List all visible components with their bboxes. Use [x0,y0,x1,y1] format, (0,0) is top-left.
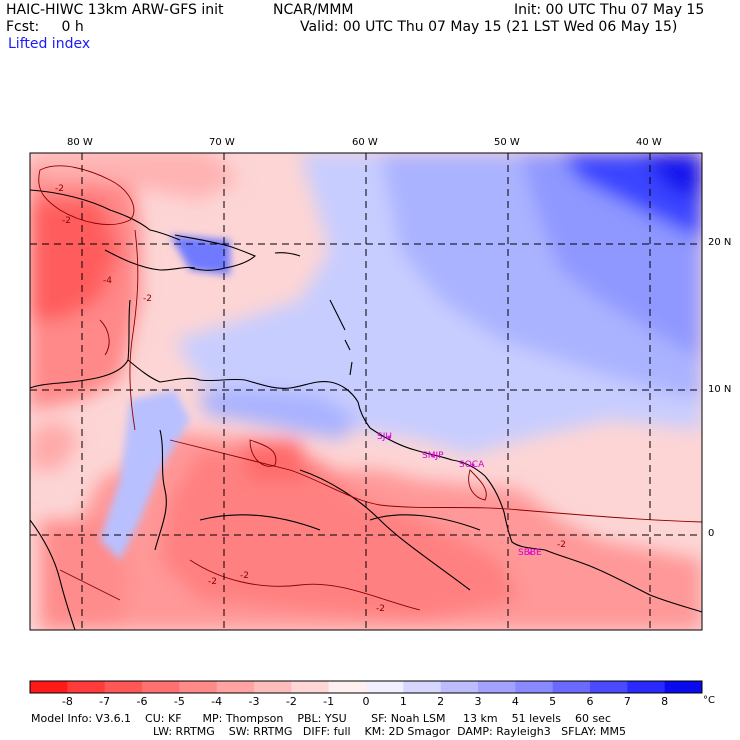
colorbar-tick-label: 4 [511,695,519,708]
station-markers [387,435,532,555]
coastlines [30,189,702,630]
colorbar-swatch [366,681,404,693]
colorbar-swatch [67,681,106,693]
colorbar-swatch [291,681,330,693]
init-time: Init: 00 UTC Thu 07 May 15 [514,2,705,18]
lon-label-80w: 80 W [67,137,93,148]
lon-label-40w: 40 W [636,137,662,148]
model-title: HAIC-HIWC 13km ARW-GFS init [6,2,224,18]
organization-label: NCAR/MMM [273,2,354,18]
colorbar-tick-label: -5 [173,695,185,708]
lon-label-70w: 70 W [209,137,235,148]
colorbar-swatch [478,681,516,693]
colorbar-tick-label: 3 [474,695,482,708]
contour-label: -2 [143,294,152,304]
colorbar-tick-label: 5 [549,695,557,708]
station-dot-soca [471,463,475,467]
lat-label-equator: 0 [708,528,715,539]
colorbar-tick-label: 0 [362,695,370,708]
colorbar-swatch [515,681,554,693]
colorbar-tick-label: 7 [623,695,631,708]
colorbar-swatch [664,681,703,693]
lifted-index-contours [38,165,702,611]
lat-label-10n: 10 N [708,384,732,395]
colorbar-swatch [104,681,143,693]
forecast-hour: Fcst: 0 h [6,19,84,35]
colorbar-tick-label: 1 [399,695,407,708]
field-name: Lifted index [8,36,91,52]
colorbar-swatch [30,681,68,693]
contour-label: -2 [376,604,385,614]
contour-label: -2 [557,540,566,550]
colorbar-swatch [179,681,218,693]
station-label-soca: SOCA [459,460,485,470]
valid-time: Valid: 00 UTC Thu 07 May 15 (21 LST Wed … [300,19,678,35]
contour-label: -2 [208,577,217,587]
colorbar-tick-label: 2 [437,695,445,708]
station-label-sbbe: SBBE [518,548,542,558]
colorbar-tick-label: -1 [323,695,335,708]
model-info-line2: LW: RRTMG SW: RRTMG DIFF: full KM: 2D Sm… [153,725,626,738]
colorbar-tick-label: 6 [586,695,594,708]
colorbar-swatch [440,681,479,693]
colorbar-swatch [328,681,367,693]
lon-label-50w: 50 W [494,137,520,148]
contour-label: -2 [62,216,71,226]
contour-label: -2 [55,184,64,194]
colorbar-swatch [216,681,255,693]
station-label-sju: SJU [377,432,392,442]
colorbar-tick-label: -2 [285,695,297,708]
colorbar-unit: °C [703,695,715,706]
colorbar-swatch [552,681,591,693]
lat-lon-grid [30,153,702,630]
model-info-line1: Model Info: V3.6.1 CU: KF MP: Thompson P… [31,712,611,725]
contour-label: -4 [103,276,112,286]
colorbar-swatch [254,681,292,693]
station-label-smjp: SMJP [422,451,444,461]
colorbar-tick-label: -6 [136,695,148,708]
colorbar-tick-label: -8 [61,695,73,708]
colorbar-swatch [403,681,442,693]
contour-label: -2 [240,571,249,581]
colorbar-swatch [590,681,628,693]
colorbar-tick-label: -3 [248,695,260,708]
station-dot-smjp [431,454,435,458]
colorbar-swatch [142,681,180,693]
colorbar-tick-label: -7 [99,695,111,708]
lat-label-20n: 20 N [708,237,732,248]
colorbar-swatch [627,681,666,693]
station-dot-sju [387,435,391,439]
colorbar-tick-label: 8 [661,695,669,708]
map-frame [29,152,703,631]
colorbar-tick-label: -4 [211,695,223,708]
station-dot-sbbe [528,551,532,555]
lon-label-60w: 60 W [352,137,378,148]
